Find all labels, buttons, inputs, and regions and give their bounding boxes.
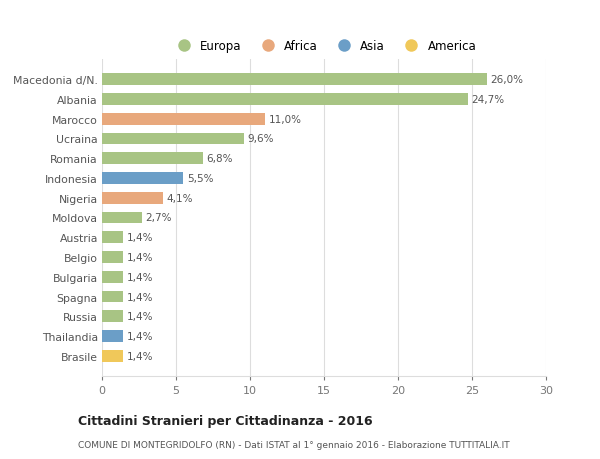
Text: 1,4%: 1,4%: [127, 233, 153, 243]
Bar: [102, 232, 123, 244]
Text: 6,8%: 6,8%: [206, 154, 233, 164]
Bar: [102, 311, 123, 323]
Bar: [102, 192, 163, 204]
Text: 26,0%: 26,0%: [491, 75, 523, 85]
Bar: [102, 330, 123, 342]
Text: 1,4%: 1,4%: [127, 351, 153, 361]
Bar: [102, 350, 123, 362]
Bar: [102, 133, 244, 145]
Text: 4,1%: 4,1%: [166, 193, 193, 203]
Bar: [102, 271, 123, 283]
Bar: [102, 212, 142, 224]
Bar: [102, 74, 487, 86]
Text: 1,4%: 1,4%: [127, 292, 153, 302]
Bar: [102, 291, 123, 303]
Text: 1,4%: 1,4%: [127, 331, 153, 341]
Text: 24,7%: 24,7%: [471, 95, 505, 105]
Text: 5,5%: 5,5%: [187, 174, 214, 184]
Text: 2,7%: 2,7%: [146, 213, 172, 223]
Text: Cittadini Stranieri per Cittadinanza - 2016: Cittadini Stranieri per Cittadinanza - 2…: [78, 414, 373, 428]
Bar: [102, 252, 123, 263]
Text: 11,0%: 11,0%: [269, 114, 302, 124]
Bar: [102, 94, 467, 106]
Text: COMUNE DI MONTEGRIDOLFO (RN) - Dati ISTAT al 1° gennaio 2016 - Elaborazione TUTT: COMUNE DI MONTEGRIDOLFO (RN) - Dati ISTA…: [78, 441, 509, 449]
Bar: [102, 173, 184, 185]
Text: 1,4%: 1,4%: [127, 272, 153, 282]
Text: 9,6%: 9,6%: [248, 134, 274, 144]
Legend: Europa, Africa, Asia, America: Europa, Africa, Asia, America: [172, 40, 476, 53]
Bar: [102, 153, 203, 165]
Text: 1,4%: 1,4%: [127, 252, 153, 263]
Bar: [102, 113, 265, 125]
Text: 1,4%: 1,4%: [127, 312, 153, 322]
